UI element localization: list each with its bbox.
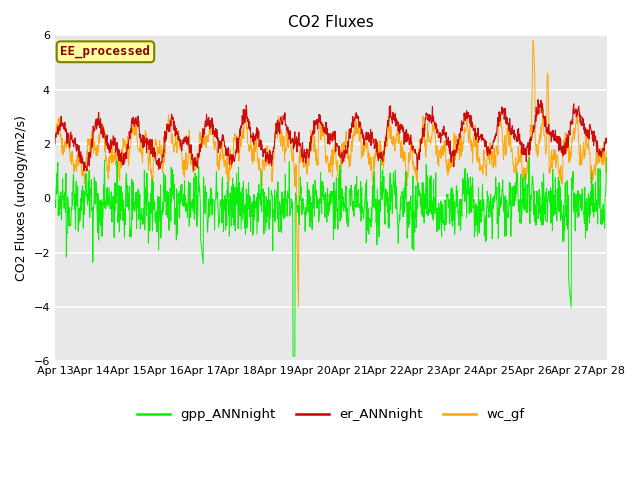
Title: CO2 Fluxes: CO2 Fluxes: [288, 15, 374, 30]
Text: EE_processed: EE_processed: [60, 45, 150, 59]
Legend: gpp_ANNnight, er_ANNnight, wc_gf: gpp_ANNnight, er_ANNnight, wc_gf: [132, 403, 529, 427]
Y-axis label: CO2 Fluxes (urology/m2/s): CO2 Fluxes (urology/m2/s): [15, 116, 28, 281]
